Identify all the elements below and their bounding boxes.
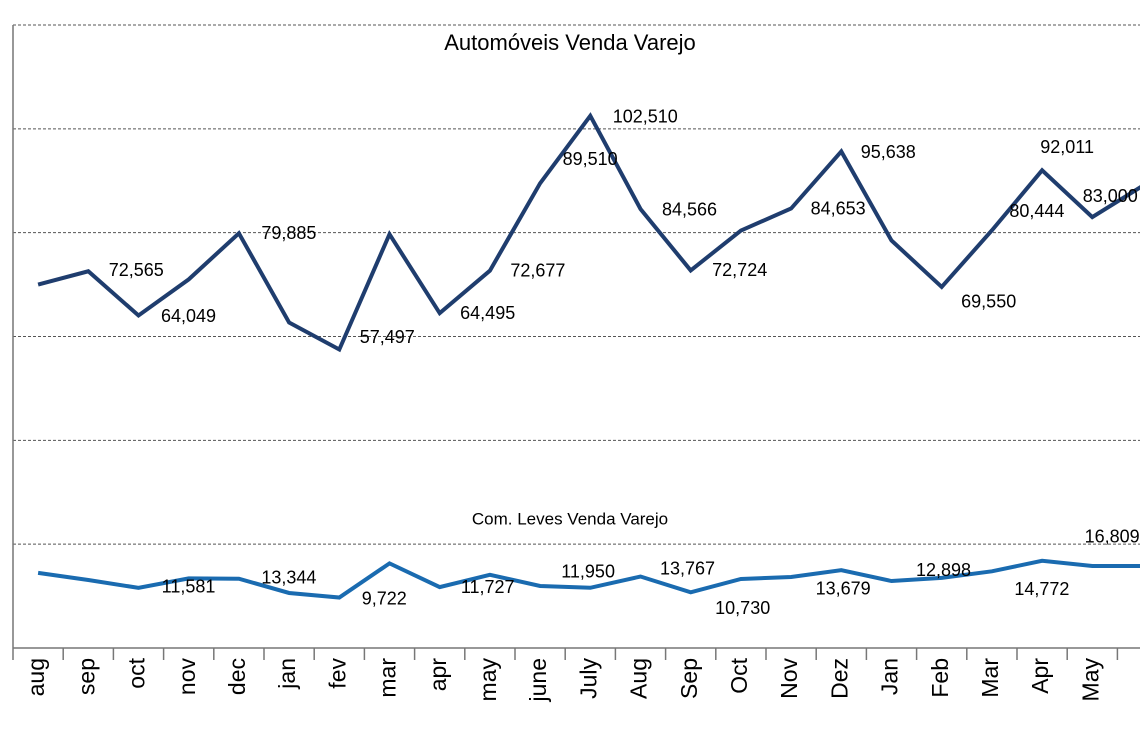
data-label: 69,550 — [961, 292, 1016, 312]
x-tick-label: Dez — [826, 658, 852, 699]
x-tick-label: July — [575, 658, 601, 699]
data-label: 84,566 — [662, 200, 717, 220]
data-label: 10,730 — [715, 598, 770, 618]
x-tick-label: Jan — [877, 658, 903, 695]
x-tick-label: aug — [23, 658, 49, 696]
data-label: 13,679 — [816, 579, 871, 599]
series-line — [37, 558, 1140, 600]
x-tick-label: Apr — [1027, 658, 1053, 694]
data-label: 95,638 — [861, 142, 916, 162]
data-label: 11,727 — [461, 577, 515, 597]
x-tick-label: Mar — [977, 658, 1003, 698]
series-title: Automóveis Venda Varejo — [444, 30, 696, 55]
data-label: 13,767 — [660, 558, 715, 578]
data-label: 14,772 — [1014, 579, 1069, 599]
x-tick-label: Feb — [927, 658, 953, 698]
data-label: 102,510 — [613, 107, 678, 127]
data-label: 64,495 — [460, 303, 515, 323]
series-title: Com. Leves Venda Varejo — [472, 509, 668, 528]
x-tick-label: Sep — [676, 658, 702, 699]
data-label: 57,497 — [360, 327, 415, 347]
x-tick-label: Aug — [626, 658, 652, 699]
data-label: 92,011 — [1040, 137, 1094, 157]
x-tick-label: Oct — [726, 657, 752, 693]
data-label: 84,653 — [811, 198, 866, 218]
x-tick-label: oct — [124, 657, 150, 688]
x-tick-label: dec — [224, 658, 250, 695]
x-tick-label: Nov — [776, 658, 802, 699]
data-label: 11,950 — [561, 562, 615, 582]
data-label: 16,809 — [1085, 526, 1140, 546]
series-line — [37, 112, 1140, 353]
x-tick-label: apr — [425, 658, 451, 692]
data-label: 79,885 — [261, 223, 316, 243]
data-label: 72,677 — [510, 260, 565, 280]
data-label: 13,344 — [261, 567, 316, 587]
data-label: 80,444 — [1009, 201, 1064, 221]
data-label: 12,898 — [916, 560, 971, 580]
x-tick-label: fev — [324, 658, 350, 689]
data-label: 72,724 — [712, 260, 767, 280]
x-tick-label: nov — [174, 658, 200, 696]
data-label: 89,510 — [563, 149, 618, 169]
x-tick-label: mar — [375, 658, 401, 698]
x-tick-label: sep — [73, 658, 99, 695]
data-label: 9,722 — [362, 588, 407, 608]
data-label: 64,049 — [161, 306, 216, 326]
x-tick-label: jan — [274, 658, 300, 690]
x-tick-label: june — [525, 658, 551, 702]
x-tick-label: may — [475, 658, 501, 702]
data-label: 83,000 — [1083, 186, 1138, 206]
x-tick-label: May — [1077, 658, 1103, 702]
data-label: 11,581 — [162, 577, 216, 597]
data-label: 72,565 — [109, 260, 164, 280]
